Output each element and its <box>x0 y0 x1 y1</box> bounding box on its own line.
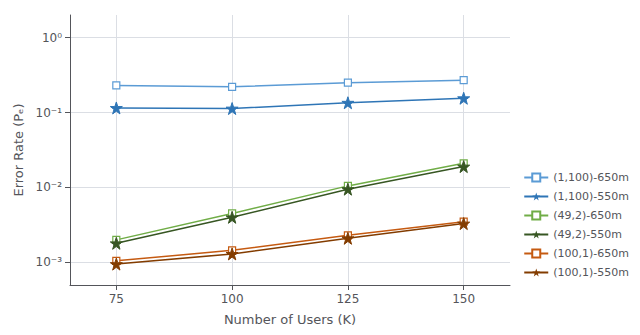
svg-text:75: 75 <box>109 292 124 306</box>
svg-text:Number of Users (K): Number of Users (K) <box>224 312 356 327</box>
svg-text:10⁰: 10⁰ <box>42 31 62 45</box>
svg-text:150: 150 <box>452 292 475 306</box>
svg-text:10⁻²: 10⁻² <box>36 180 63 194</box>
svg-text:100: 100 <box>221 292 244 306</box>
svg-text:10⁻¹: 10⁻¹ <box>36 106 63 120</box>
svg-text:125: 125 <box>336 292 359 306</box>
svg-text:10⁻³: 10⁻³ <box>36 255 63 269</box>
svg-text:(49,2)-650m: (49,2)-650m <box>553 209 622 222</box>
svg-text:(49,2)-550m: (49,2)-550m <box>553 228 622 241</box>
svg-text:Error Rate (Pₑ): Error Rate (Pₑ) <box>11 103 26 196</box>
svg-text:(1,100)-550m: (1,100)-550m <box>553 190 629 203</box>
svg-text:(100,1)-550m: (100,1)-550m <box>553 266 629 279</box>
svg-text:(100,1)-650m: (100,1)-650m <box>553 247 629 260</box>
svg-text:(1,100)-650m: (1,100)-650m <box>553 171 629 184</box>
